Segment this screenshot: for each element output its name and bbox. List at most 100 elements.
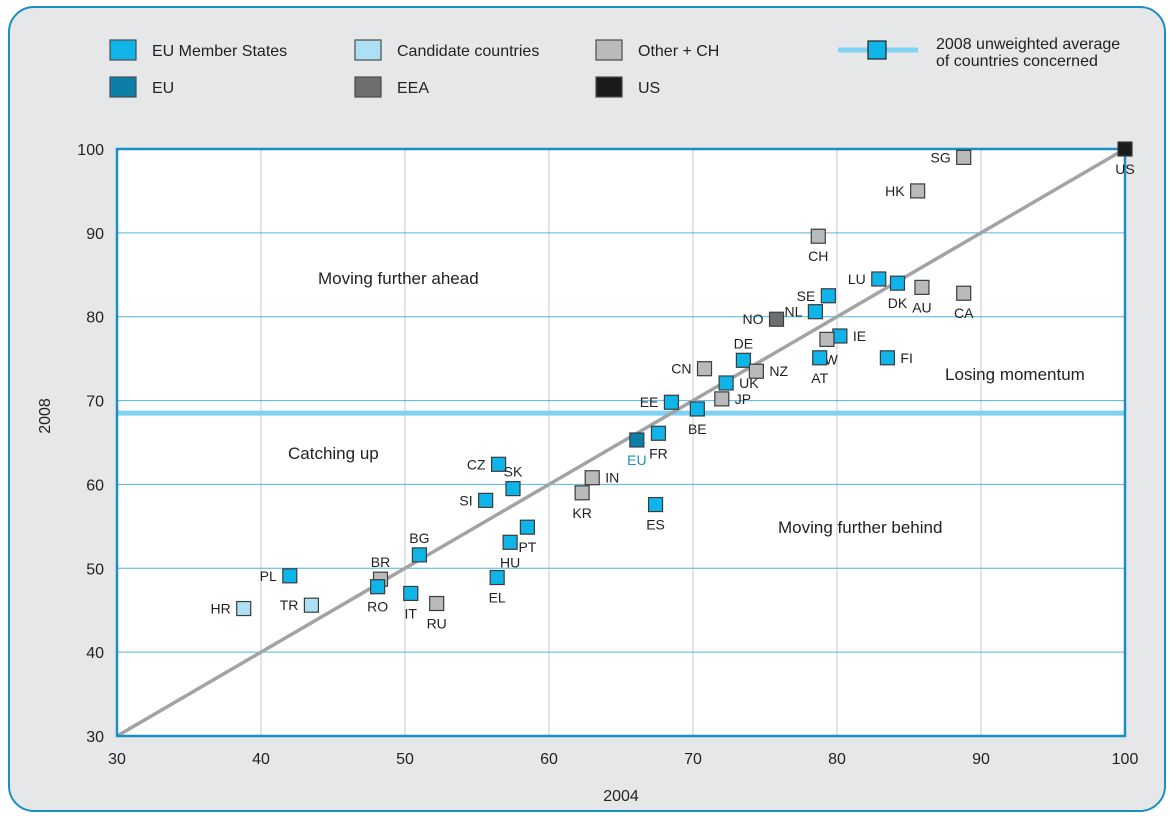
marker-at (812, 350, 828, 366)
marker-lu (871, 271, 887, 287)
point-label-uk: UK (739, 375, 759, 391)
plot-border (115, 147, 1127, 738)
point-nl: NL (784, 304, 824, 320)
point-eu: EU (627, 432, 647, 468)
marker-in (584, 470, 600, 486)
point-label-eu: EU (627, 452, 646, 468)
point-label-hr: HR (210, 601, 230, 617)
point-lu: LU (848, 271, 887, 287)
y-axis-ticks: 30 40 50 60 70 80 90 100 (77, 142, 104, 746)
legend-item-average-line: 2008 unweighted average of countries con… (838, 36, 1120, 70)
x-tick-label: 90 (972, 751, 990, 768)
point-in: IN (584, 470, 619, 486)
point-sg: SG (930, 149, 972, 165)
point-label-sk: SK (504, 464, 523, 480)
x-tick-label: 70 (684, 751, 702, 768)
point-label-br: BR (371, 554, 390, 570)
point-label-kr: KR (572, 505, 591, 521)
point-bg: BG (409, 530, 430, 563)
point-label-nz: NZ (769, 363, 788, 379)
point-ro: RO (367, 579, 388, 615)
point-label-it: IT (405, 605, 418, 621)
x-tick-label: 30 (108, 751, 126, 768)
legend-item-eea: EEA (354, 76, 429, 98)
legend-label: EU (152, 80, 174, 97)
point-cn: CN (671, 361, 713, 377)
point-es: ES (646, 496, 665, 533)
marker-hk (910, 183, 926, 199)
marker-es (647, 496, 664, 513)
point-label-si: SI (459, 492, 472, 508)
annotation-losing-momentum: Losing momentum (945, 365, 1085, 384)
legend-label: US (638, 80, 660, 97)
y-axis-label: 2008 (37, 398, 54, 434)
point-fr: FR (649, 425, 668, 461)
point-label-de: DE (734, 335, 753, 351)
legend-label: EEA (397, 80, 429, 97)
point-au: AU (912, 279, 932, 315)
x-axis-label: 2004 (603, 788, 639, 805)
point-de: DE (734, 335, 753, 368)
point-label-in: IN (605, 470, 619, 486)
marker-tw (819, 331, 835, 347)
legend-swatch (354, 39, 382, 61)
marker-dk (889, 275, 906, 291)
y-tick-label: 90 (86, 226, 104, 243)
point-label-jp: JP (735, 391, 751, 407)
y-tick-label: 50 (86, 561, 104, 578)
point-hk: HK (885, 183, 926, 199)
point-ru: RU (427, 595, 447, 632)
marker-de (735, 352, 752, 368)
marker-se (820, 288, 836, 304)
marker-ch (810, 228, 826, 244)
legend-swatch (595, 39, 623, 61)
point-label-hk: HK (885, 183, 905, 199)
marker-no (768, 311, 785, 327)
y-tick-label: 100 (77, 142, 104, 159)
legend: EU Member States Candidate countries Oth… (109, 36, 1120, 98)
y-tick-label: 60 (86, 477, 104, 494)
grid (117, 149, 1125, 736)
marker-el (489, 569, 505, 586)
point-label-sg: SG (930, 149, 950, 165)
legend-item-eu: EU (109, 76, 174, 98)
point-si: SI (459, 492, 494, 508)
point-be: BE (688, 401, 707, 437)
point-label-ru: RU (427, 616, 447, 632)
point-hu: HU (500, 534, 520, 570)
legend-average-marker (867, 40, 887, 60)
point-no: NO (743, 311, 785, 327)
point-label-ro: RO (367, 599, 388, 615)
point-label-lu: LU (848, 271, 866, 287)
legend-average-label-line1: 2008 unweighted average (936, 36, 1120, 53)
point-label-no: NO (743, 311, 764, 327)
marker-jp (714, 391, 730, 407)
x-tick-label: 80 (828, 751, 846, 768)
point-at: AT (811, 350, 829, 386)
point-label-fi: FI (900, 350, 912, 366)
marker-pl (282, 568, 298, 584)
marker-it (403, 585, 419, 602)
point-label-ie: IE (853, 328, 866, 344)
annotation-catching-up: Catching up (288, 444, 379, 463)
point-label-tr: TR (280, 597, 299, 613)
x-tick-label: 50 (396, 751, 414, 768)
point-kr: KR (572, 485, 592, 521)
marker-ru (429, 595, 445, 612)
point-pl: PL (260, 568, 298, 584)
marker-nz (748, 363, 764, 379)
legend-item-candidate-countries: Candidate countries (354, 39, 539, 61)
annotation-moving-further-behind: Moving further behind (778, 518, 942, 537)
point-pt: PT (518, 519, 537, 555)
x-tick-label: 40 (252, 751, 270, 768)
legend-swatch (354, 76, 382, 98)
point-tr: TR (280, 597, 319, 613)
point-label-hu: HU (500, 554, 520, 570)
marker-kr (574, 485, 590, 501)
point-sk: SK (504, 464, 523, 497)
point-label-cn: CN (671, 361, 691, 377)
point-label-ca: CA (954, 305, 974, 321)
diagonal-y-equals-x (116, 147, 1126, 738)
marker-bg (411, 547, 427, 563)
point-hr: HR (210, 601, 252, 617)
